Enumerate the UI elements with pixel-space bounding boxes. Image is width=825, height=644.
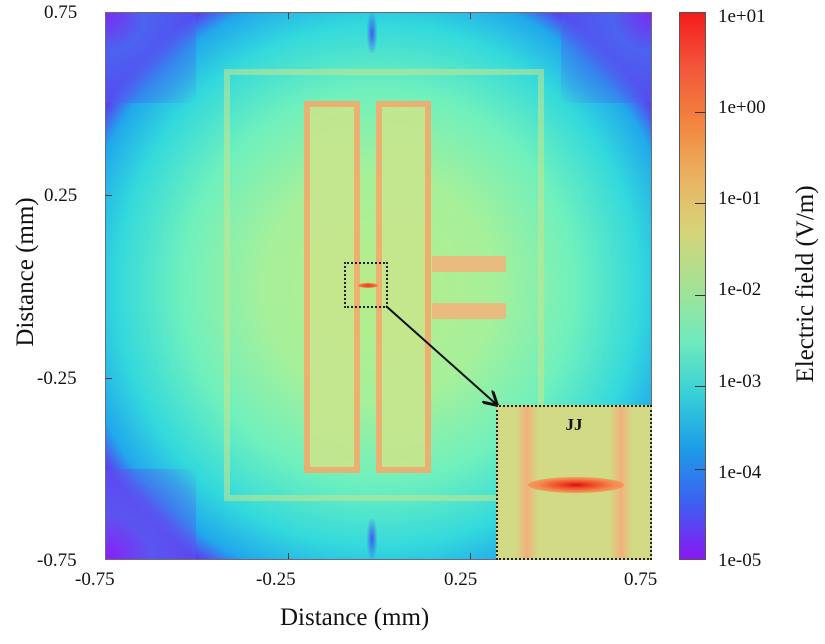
top-field-notch bbox=[367, 13, 377, 53]
inset-junction-hotspot bbox=[528, 477, 624, 493]
x-tick-label: 0.75 bbox=[624, 569, 658, 590]
inset-left-electrode-edge bbox=[516, 407, 538, 558]
x-tick-bottom bbox=[470, 553, 471, 559]
upper-resonator-stub bbox=[432, 256, 506, 272]
colorbar-tick-label: 1e+01 bbox=[718, 6, 766, 27]
y-tick-label: -0.25 bbox=[37, 368, 77, 389]
junction-zoom-box bbox=[344, 262, 388, 308]
ground-plane-outline bbox=[224, 69, 544, 501]
colorbar-major-tick bbox=[695, 295, 705, 296]
inset-label: JJ bbox=[565, 415, 583, 434]
lower-resonator-stub bbox=[432, 303, 506, 319]
colorbar-tick-label: 1e-05 bbox=[718, 550, 762, 571]
junction-inset: JJ bbox=[496, 405, 652, 560]
x-tick-label: -0.75 bbox=[75, 569, 115, 590]
zoom-arrow-icon bbox=[385, 305, 505, 412]
corner-low-field-top-left bbox=[106, 13, 196, 103]
colorbar bbox=[679, 12, 706, 560]
corner-low-field-top-right bbox=[561, 13, 651, 103]
colorbar-tick-label: 1e-03 bbox=[718, 371, 762, 392]
colorbar-major-tick bbox=[695, 112, 705, 113]
corner-low-field-bottom-left bbox=[106, 469, 196, 559]
colorbar-label: Electric field (V/m) bbox=[792, 185, 819, 383]
x-tick-label: -0.25 bbox=[256, 569, 296, 590]
y-tick-label: -0.75 bbox=[37, 550, 77, 571]
colorbar-tick-label: 1e-04 bbox=[718, 462, 762, 483]
colorbar-major-tick bbox=[695, 203, 705, 204]
y-tick-left bbox=[106, 378, 112, 379]
colorbar-tick-label: 1e-02 bbox=[718, 279, 762, 300]
junction-hotspot bbox=[358, 283, 378, 288]
y-axis-label: Distance (mm) bbox=[12, 197, 39, 347]
x-axis-label: Distance (mm) bbox=[280, 604, 430, 631]
y-tick-label: 0.75 bbox=[44, 2, 78, 23]
x-tick-top bbox=[288, 13, 289, 19]
y-tick-left bbox=[106, 195, 112, 196]
x-tick-bottom bbox=[288, 553, 289, 559]
x-tick-top bbox=[470, 13, 471, 19]
y-tick-label: 0.25 bbox=[44, 185, 78, 206]
bottom-field-notch bbox=[367, 519, 377, 559]
colorbar-major-tick bbox=[695, 469, 705, 470]
heatmap-plot-area bbox=[105, 12, 652, 560]
right-capacitor-pad bbox=[376, 101, 431, 473]
colorbar-tick-label: 1e-01 bbox=[718, 188, 762, 209]
colorbar-tick-label: 1e+00 bbox=[718, 97, 766, 118]
x-tick-label: 0.25 bbox=[444, 569, 478, 590]
left-capacitor-pad bbox=[304, 101, 360, 473]
colorbar-major-tick bbox=[695, 386, 705, 387]
